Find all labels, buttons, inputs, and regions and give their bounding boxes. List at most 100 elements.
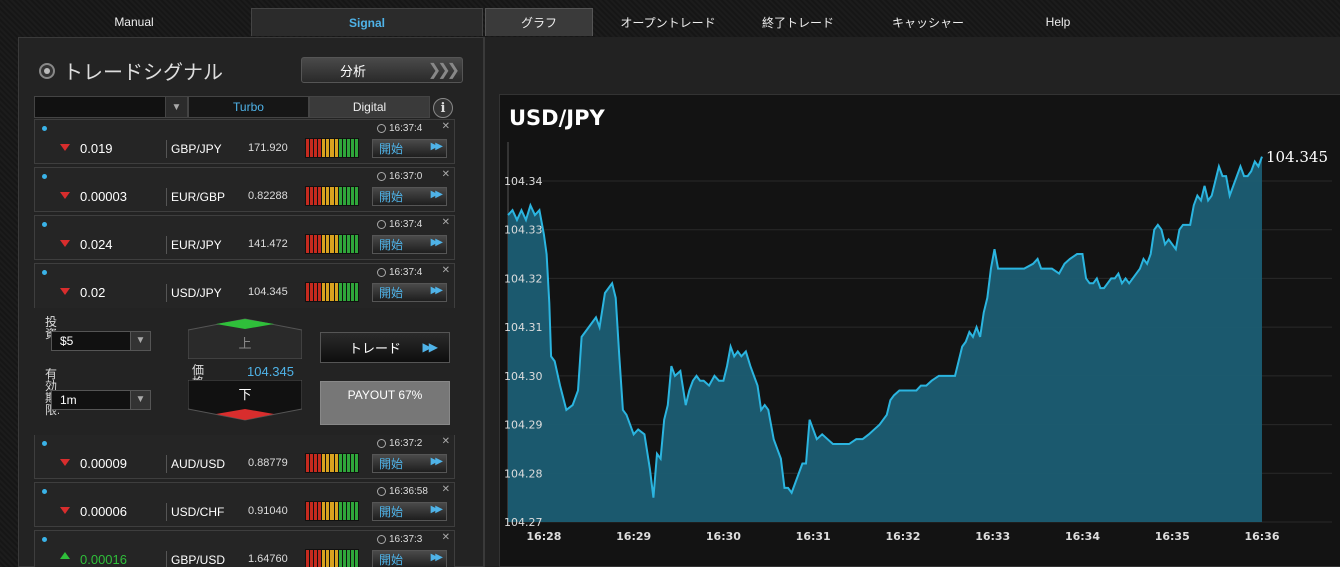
start-button[interactable]: 開始 ▶▶ xyxy=(372,502,447,521)
signal-row[interactable]: 16:37:4 ✕ 0.019 GBP/JPY 171.920 開始 ▶▶ xyxy=(34,119,455,164)
signal-time: 16:37:0 xyxy=(377,171,422,182)
down-button[interactable]: 下 xyxy=(188,380,302,421)
meter-bar xyxy=(306,139,310,157)
start-button[interactable]: 開始 ▶▶ xyxy=(372,187,447,206)
x-tick-label: 16:30 xyxy=(706,530,741,543)
signal-row[interactable]: 16:37:0 ✕ 0.00003 EUR/GBP 0.82288 開始 ▶▶ xyxy=(34,167,455,212)
x-tick-label: 16:31 xyxy=(796,530,831,543)
close-icon[interactable]: ✕ xyxy=(441,532,450,543)
meter-bar xyxy=(318,187,322,205)
meter-bar xyxy=(346,454,350,472)
meter-bar xyxy=(342,454,346,472)
status-dot xyxy=(42,270,47,275)
meter-bar xyxy=(314,139,318,157)
invest-select[interactable]: $5 ▼ xyxy=(51,331,151,351)
meter-bar xyxy=(342,139,346,157)
x-tick-label: 16:28 xyxy=(526,530,561,543)
tab-graph[interactable]: グラフ xyxy=(485,8,593,36)
top-nav: Manual Signal グラフ オープントレード 終了トレード キャッシャー… xyxy=(0,0,1340,38)
start-button[interactable]: 開始 ▶▶ xyxy=(372,139,447,158)
start-button[interactable]: 開始 ▶▶ xyxy=(372,283,447,302)
chart-title: USD/JPY xyxy=(509,106,605,130)
up-button[interactable]: 上 xyxy=(188,318,302,359)
signal-change: 0.019 xyxy=(80,141,113,156)
meter-bar xyxy=(346,139,350,157)
meter-bar xyxy=(330,502,334,520)
close-icon[interactable]: ✕ xyxy=(441,484,450,495)
start-label: 開始 xyxy=(379,553,404,567)
tab-manual[interactable]: Manual xyxy=(114,15,154,29)
radio-icon[interactable] xyxy=(39,62,55,79)
signal-row[interactable]: 16:37:3 ✕ 0.00016 GBP/USD 1.64760 開始 ▶▶ xyxy=(34,530,455,567)
tab-closed-trades[interactable]: 終了トレード xyxy=(761,15,834,30)
meter-bar xyxy=(318,139,322,157)
meter-bar xyxy=(326,283,330,301)
signal-row[interactable]: 16:37:4 ✕ 0.024 EUR/JPY 141.472 開始 ▶▶ xyxy=(34,215,455,260)
meter-bar xyxy=(346,235,350,253)
start-button[interactable]: 開始 ▶▶ xyxy=(372,454,447,473)
meter-bar xyxy=(306,502,310,520)
signal-price: 0.91040 xyxy=(248,505,288,517)
close-icon[interactable]: ✕ xyxy=(441,436,450,447)
fast-forward-icon: ▶▶ xyxy=(422,340,439,354)
signals-title: トレードシグナル xyxy=(39,56,223,85)
tab-signal[interactable]: Signal xyxy=(251,8,483,36)
y-tick-label: 104.29 xyxy=(504,419,543,432)
signals-title-text: トレードシグナル xyxy=(63,60,223,84)
start-label: 開始 xyxy=(379,457,404,471)
signal-row[interactable]: 16:37:4 ✕ 0.02 USD/JPY 104.345 開始 ▶▶ xyxy=(34,263,455,309)
direction-arrow-icon xyxy=(60,552,70,559)
signal-pair: USD/CHF xyxy=(171,505,225,519)
signal-change: 0.00006 xyxy=(80,504,127,519)
price-chart[interactable]: 104.27 104.28 104.29 104.30 104.31 104.32 104.… xyxy=(500,95,1340,566)
meter-bar xyxy=(326,187,330,205)
close-icon[interactable]: ✕ xyxy=(441,217,450,228)
info-icon[interactable]: i xyxy=(433,98,453,118)
signal-pair: USD/JPY xyxy=(171,286,222,300)
tab-open-trades[interactable]: オープントレード xyxy=(620,15,716,30)
direction-arrow-icon xyxy=(60,507,70,514)
close-icon[interactable]: ✕ xyxy=(441,121,450,132)
x-tick-label: 16:33 xyxy=(975,530,1010,543)
signal-change: 0.02 xyxy=(80,285,106,300)
tab-help[interactable]: Help xyxy=(1045,15,1071,29)
fast-forward-icon: ▶▶ xyxy=(430,552,444,563)
meter-bar xyxy=(338,283,342,301)
filter-bar: ▼ Turbo Digital xyxy=(34,96,452,118)
meter-bar xyxy=(330,283,334,301)
signal-time: 16:37:4 xyxy=(377,123,422,134)
tab-digital[interactable]: Digital xyxy=(309,96,430,118)
trade-button[interactable]: トレード ▶▶ xyxy=(320,332,450,363)
status-dot xyxy=(42,174,47,179)
meter-bar xyxy=(310,283,314,301)
meter-bar xyxy=(354,139,359,157)
divider xyxy=(166,503,167,521)
meter-bar xyxy=(342,235,346,253)
signal-row[interactable]: 16:36:58 ✕ 0.00006 USD/CHF 0.91040 開始 ▶▶ xyxy=(34,482,455,527)
direction-arrow-icon xyxy=(60,192,70,199)
last-price-label: 104.345 xyxy=(1266,148,1328,166)
tab-turbo[interactable]: Turbo xyxy=(188,96,309,118)
meter-bar xyxy=(318,235,322,253)
status-dot xyxy=(42,537,47,542)
asset-filter-select[interactable]: ▼ xyxy=(34,96,188,118)
close-icon[interactable]: ✕ xyxy=(441,265,450,276)
meter-bar xyxy=(326,454,330,472)
strength-meter xyxy=(305,549,359,567)
meter-bar xyxy=(310,139,314,157)
meter-bar xyxy=(354,502,359,520)
meter-bar xyxy=(310,502,314,520)
expiry-select[interactable]: 1m ▼ xyxy=(51,390,151,410)
signal-price: 0.88779 xyxy=(248,457,288,469)
tab-cashier[interactable]: キャッシャー xyxy=(891,15,964,30)
status-dot xyxy=(42,441,47,446)
analyze-label: 分析 xyxy=(340,63,367,79)
signal-row[interactable]: 16:37:2 ✕ 0.00009 AUD/USD 0.88779 開始 ▶▶ xyxy=(34,434,455,479)
start-button[interactable]: 開始 ▶▶ xyxy=(372,550,447,567)
analyze-button[interactable]: 分析 ❯❯❯ xyxy=(301,57,463,83)
meter-bar xyxy=(326,550,330,567)
start-button[interactable]: 開始 ▶▶ xyxy=(372,235,447,254)
close-icon[interactable]: ✕ xyxy=(441,169,450,180)
status-dot xyxy=(42,222,47,227)
meter-bar xyxy=(326,139,330,157)
